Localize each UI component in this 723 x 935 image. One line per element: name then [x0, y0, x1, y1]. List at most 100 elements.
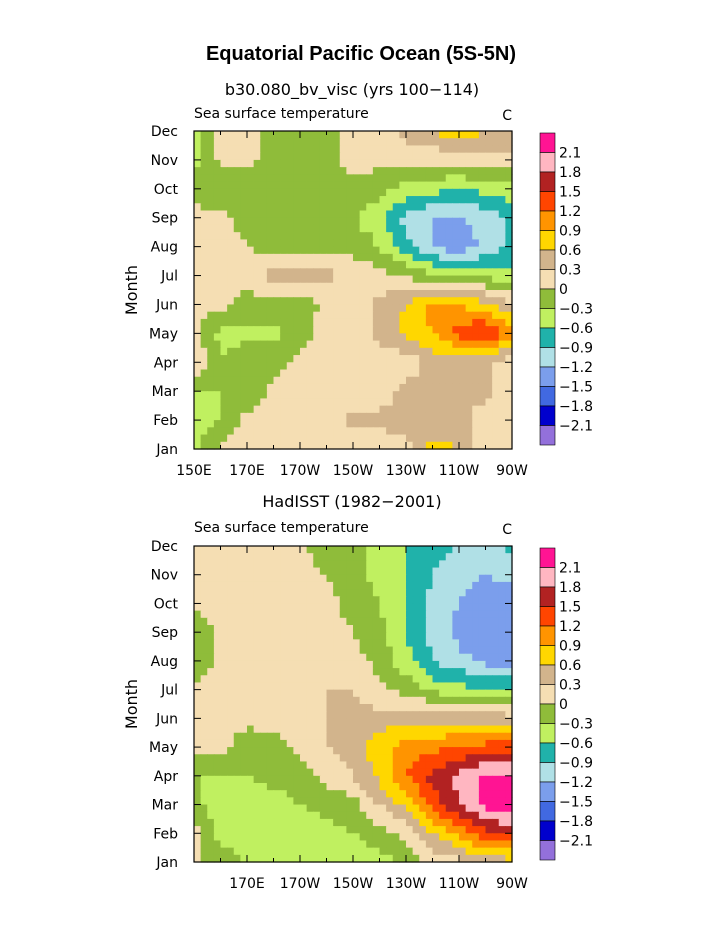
sst-cell [240, 625, 248, 633]
sst-cell [425, 711, 434, 719]
sst-cell [492, 826, 500, 834]
sst-cell [425, 718, 434, 727]
sst-cell [300, 574, 308, 583]
sst-cell [478, 362, 487, 371]
sst-cell [379, 131, 387, 139]
sst-cell [359, 790, 367, 798]
sst-cell [472, 682, 480, 691]
sst-cell [372, 369, 381, 378]
sst-cell [300, 232, 308, 241]
sst-cell [333, 826, 341, 834]
sst-cell [207, 405, 215, 414]
sst-cell [293, 340, 301, 349]
sst-cell [366, 790, 374, 798]
sst-cell [220, 420, 228, 428]
sst-cell [372, 304, 381, 313]
sst-cell [339, 232, 347, 241]
sst-contour-field [194, 546, 513, 863]
sst-cell [353, 567, 361, 576]
sst-cell [406, 181, 414, 190]
sst-cell [498, 589, 506, 597]
sst-cell [260, 675, 268, 684]
sst-cell [386, 725, 394, 734]
sst-cell [240, 833, 248, 842]
sst-cell [233, 420, 241, 428]
sst-cell [439, 704, 447, 712]
sst-cell [260, 239, 268, 248]
sst-cell [333, 725, 341, 734]
sst-cell [399, 811, 407, 820]
sst-cell [452, 304, 460, 313]
sst-cell [326, 639, 334, 648]
sst-cell [273, 826, 281, 834]
sst-cell [319, 783, 328, 791]
sst-cell [313, 253, 321, 262]
sst-cell [253, 847, 261, 856]
sst-cell [492, 790, 500, 798]
sst-cell [379, 376, 387, 385]
sst-cell [306, 275, 314, 284]
sst-cell [306, 369, 314, 378]
sst-cell [286, 167, 294, 175]
y-tick-label: Apr [154, 769, 178, 785]
sst-cell [240, 420, 248, 428]
sst-cell [266, 203, 275, 212]
sst-cell [425, 152, 434, 161]
sst-cell [313, 589, 321, 597]
sst-cell [220, 224, 228, 233]
sst-cell [485, 732, 493, 741]
sst-cell [280, 625, 288, 633]
sst-cell [306, 318, 314, 327]
sst-cell [313, 689, 321, 698]
sst-cell [220, 574, 228, 583]
sst-cell [425, 646, 434, 655]
sst-cell [465, 246, 473, 255]
sst-cell [485, 596, 493, 605]
sst-cell [399, 567, 407, 576]
sst-cell [293, 553, 301, 561]
sst-cell [478, 333, 487, 342]
sst-cell [399, 546, 407, 554]
sst-cell [399, 632, 407, 640]
sst-cell [485, 754, 493, 763]
sst-cell [492, 376, 500, 385]
sst-cell [286, 297, 294, 306]
sst-cell [260, 610, 268, 619]
sst-cell [306, 811, 314, 820]
sst-cell [445, 145, 453, 154]
sst-cell [432, 210, 440, 219]
sst-cell [227, 639, 235, 648]
sst-cell [386, 145, 394, 154]
sst-cell [273, 224, 281, 233]
sst-cell [207, 282, 215, 291]
sst-cell [412, 696, 420, 705]
sst-cell [247, 675, 255, 684]
sst-cell [459, 188, 467, 197]
sst-cell [220, 854, 228, 863]
sst-cell [266, 253, 275, 262]
sst-cell [313, 653, 321, 662]
sst-cell [253, 210, 261, 219]
sst-cell [492, 797, 500, 806]
sst-cell [207, 196, 215, 204]
sst-cell [233, 434, 241, 443]
sst-cell [306, 718, 314, 727]
sst-cell [386, 553, 394, 561]
sst-cell [247, 412, 255, 421]
sst-cell [406, 412, 414, 421]
sst-cell [273, 268, 281, 277]
sst-cell [194, 159, 202, 168]
sst-cell [319, 239, 328, 248]
sst-cell [194, 253, 202, 262]
sst-cell [353, 632, 361, 640]
sst-cell [260, 833, 268, 842]
sst-cell [200, 369, 208, 378]
sst-cell [266, 804, 275, 813]
sst-cell [194, 217, 202, 226]
sst-cell [425, 290, 434, 298]
sst-cell [326, 340, 334, 349]
colorbar-swatch [539, 288, 556, 309]
sst-cell [333, 232, 341, 241]
sst-cell [207, 131, 215, 139]
sst-cell [412, 203, 420, 212]
